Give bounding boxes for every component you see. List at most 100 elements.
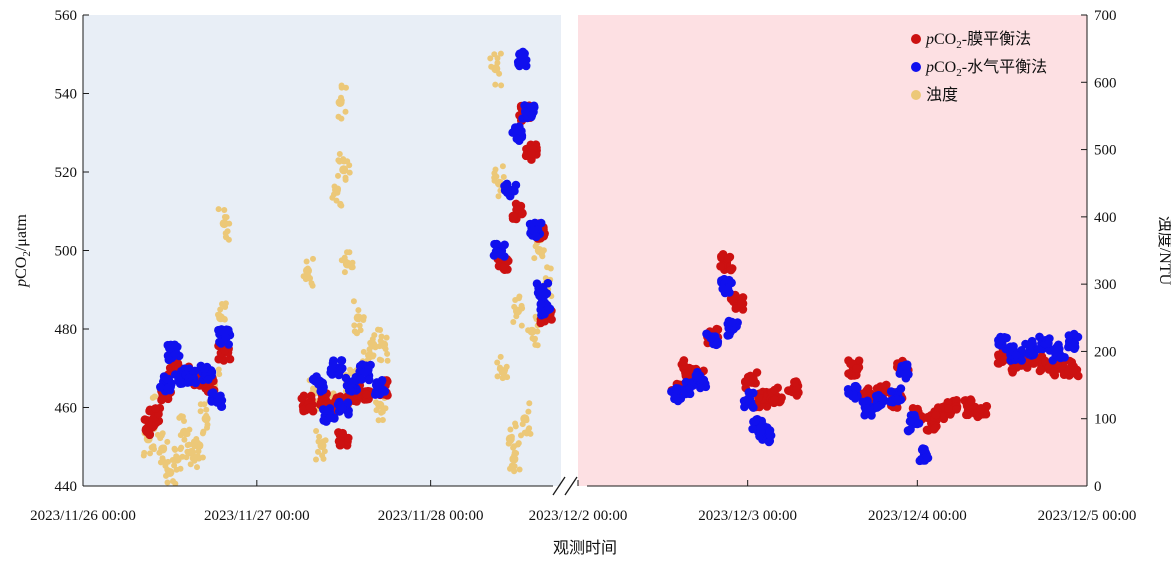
turbidity-series-point-cluster	[151, 393, 158, 400]
turbidity-series-point-cluster	[518, 302, 525, 309]
water-vapor-series-point-cluster	[1044, 339, 1053, 348]
turbidity-series-point-cluster	[329, 194, 336, 201]
water-vapor-series-point-cluster	[336, 365, 345, 375]
turbidity-series-point-cluster	[366, 346, 373, 353]
turbidity-series-point-cluster	[344, 158, 351, 165]
turbidity-series-point-cluster	[374, 400, 381, 407]
turbidity-series-point-cluster	[492, 166, 499, 173]
membrane-series-point-cluster	[952, 405, 961, 414]
water-vapor-series-point-cluster	[917, 445, 927, 455]
turbidity-series-point-cluster	[159, 455, 166, 462]
turbidity-series-point-cluster	[197, 408, 204, 415]
turbidity-series-point-cluster	[342, 174, 349, 181]
turbidity-series-point-cluster	[531, 255, 538, 262]
turbidity-series-point-cluster	[532, 341, 539, 348]
membrane-series-point-cluster	[737, 299, 746, 308]
legend-marker-0	[911, 34, 921, 44]
turbidity-series-point-cluster	[525, 327, 532, 334]
turbidity-series-point-cluster	[309, 282, 316, 289]
water-vapor-series-point-cluster	[207, 367, 217, 377]
water-vapor-series-point-cluster	[534, 283, 543, 293]
membrane-series-point-cluster	[931, 410, 941, 420]
turbidity-series-point-cluster	[511, 303, 518, 310]
turbidity-series-point-cluster	[336, 151, 343, 157]
turbidity-series-point-cluster	[495, 193, 502, 200]
water-vapor-series-point-cluster	[371, 390, 380, 399]
turbidity-series-point-cluster	[534, 328, 541, 335]
turbidity-series-point-cluster	[497, 50, 504, 57]
turbidity-series-point-cluster	[163, 472, 169, 479]
turbidity-series-point-cluster	[178, 444, 185, 451]
turbidity-series-point-cluster	[164, 479, 171, 486]
turbidity-series-point-cluster	[199, 454, 206, 461]
turbidity-series-point	[339, 165, 349, 175]
water-vapor-series-point-cluster	[500, 240, 509, 250]
water-vapor-series-point-cluster	[702, 329, 711, 339]
turbidity-series-point-cluster	[378, 333, 385, 340]
right-y-tick-label: 600	[1094, 75, 1117, 91]
membrane-series-point-cluster	[225, 354, 235, 364]
legend-marker-1	[911, 62, 921, 72]
membrane-series-point-cluster	[336, 440, 345, 450]
segment-points-nov	[140, 47, 556, 486]
water-vapor-series-point-cluster	[873, 402, 882, 412]
turbidity-series-point-cluster	[216, 371, 223, 378]
water-vapor-series-point-cluster	[1011, 350, 1021, 360]
turbidity-series-point-cluster	[346, 169, 353, 176]
water-vapor-series-point-cluster	[692, 371, 701, 380]
water-vapor-series-point-cluster	[518, 58, 528, 68]
x-tick-label: 2023/12/5 00:00	[1038, 508, 1137, 524]
turbidity-series-point-cluster	[310, 255, 316, 262]
turbidity-series-point-cluster	[360, 348, 367, 355]
turbidity-series-point-cluster	[191, 438, 197, 445]
membrane-series-point-cluster	[844, 369, 853, 378]
water-vapor-series-point-cluster	[886, 387, 896, 396]
turbidity-series-point-cluster	[147, 450, 153, 457]
turbidity-series-point-cluster	[223, 214, 230, 221]
membrane-series-point-cluster	[994, 350, 1003, 360]
water-vapor-series-point-cluster	[529, 226, 538, 235]
water-vapor-series-point-cluster	[1027, 336, 1037, 346]
water-vapor-series-point-cluster	[540, 290, 550, 300]
membrane-series-point-cluster	[157, 395, 166, 405]
water-vapor-series-point-cluster	[1017, 356, 1026, 365]
water-vapor-series-point-cluster	[318, 378, 328, 388]
membrane-series-point-cluster	[527, 149, 536, 158]
turbidity-series-point-cluster	[303, 258, 310, 265]
membrane-series-point-cluster	[770, 385, 779, 395]
x-tick-label: 2023/11/26 00:00	[30, 508, 136, 524]
turbidity-series-point-cluster	[184, 448, 191, 455]
membrane-series-point-cluster	[338, 428, 348, 438]
water-vapor-series-point-cluster	[906, 425, 915, 434]
water-vapor-series-point-cluster	[860, 410, 869, 420]
membrane-series-point-cluster	[770, 395, 779, 405]
turbidity-series-point-cluster	[510, 444, 517, 451]
water-vapor-series-point-cluster	[173, 342, 182, 352]
turbidity-series-point-cluster	[226, 220, 233, 227]
membrane-series-point-cluster	[536, 318, 545, 328]
water-vapor-series-point-cluster	[490, 239, 499, 249]
water-vapor-series-point-cluster	[995, 336, 1004, 346]
membrane-series-point-cluster	[930, 423, 940, 433]
membrane-series-point-cluster	[749, 374, 758, 384]
turbidity-series-point-cluster	[159, 430, 166, 437]
turbidity-series-point-cluster	[539, 249, 546, 256]
turbidity-series-point-cluster	[515, 295, 522, 302]
turbidity-series-point-cluster	[519, 421, 526, 428]
water-vapor-series-point-cluster	[915, 456, 925, 466]
membrane-series-point-cluster	[854, 356, 864, 366]
water-vapor-series-point-cluster	[672, 386, 682, 395]
membrane-series-point-cluster	[908, 404, 918, 413]
water-vapor-series-point-cluster	[489, 251, 499, 260]
turbidity-series-point-cluster	[384, 357, 391, 364]
turbidity-series-point-cluster	[338, 115, 345, 122]
water-vapor-series-point-cluster	[540, 309, 549, 319]
water-vapor-series-point-cluster	[510, 127, 520, 137]
water-vapor-series-point-cluster	[1069, 341, 1079, 351]
turbidity-series-point-cluster	[354, 330, 360, 337]
turbidity-series-point-cluster	[499, 375, 506, 382]
turbidity-series-point-cluster	[300, 273, 307, 280]
turbidity-series-point-cluster	[223, 234, 230, 241]
left-y-tick-label: 540	[55, 87, 78, 103]
